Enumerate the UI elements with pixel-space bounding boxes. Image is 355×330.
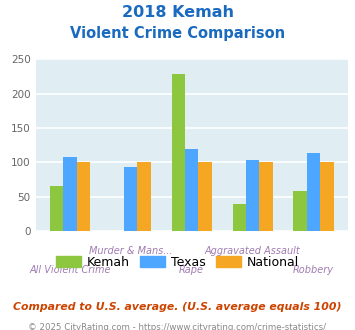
Text: © 2025 CityRating.com - https://www.cityrating.com/crime-statistics/: © 2025 CityRating.com - https://www.city…: [28, 323, 327, 330]
Bar: [50, 186, 63, 231]
Bar: [171, 74, 185, 231]
Text: Rape: Rape: [179, 265, 204, 275]
Text: 2018 Kemah: 2018 Kemah: [121, 5, 234, 20]
Bar: [294, 191, 307, 231]
Text: Murder & Mans...: Murder & Mans...: [89, 247, 173, 256]
Text: Aggravated Assault: Aggravated Assault: [205, 247, 301, 256]
Text: Robbery: Robbery: [293, 265, 334, 275]
Bar: [63, 157, 77, 231]
Bar: [320, 162, 334, 231]
Bar: [307, 153, 320, 231]
Bar: [198, 162, 212, 231]
Legend: Kemah, Texas, National: Kemah, Texas, National: [52, 252, 303, 273]
Bar: [233, 204, 246, 231]
Text: Violent Crime Comparison: Violent Crime Comparison: [70, 26, 285, 41]
Bar: [124, 167, 137, 231]
Bar: [246, 160, 260, 231]
Text: All Violent Crime: All Violent Crime: [29, 265, 110, 275]
Bar: [77, 162, 90, 231]
Bar: [260, 162, 273, 231]
Bar: [185, 148, 198, 231]
Bar: [137, 162, 151, 231]
Text: Compared to U.S. average. (U.S. average equals 100): Compared to U.S. average. (U.S. average …: [13, 302, 342, 312]
